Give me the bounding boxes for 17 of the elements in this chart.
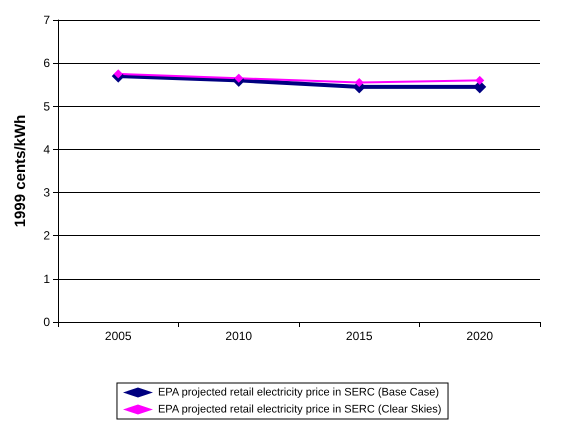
x-tick-label: 2020 xyxy=(466,329,494,343)
x-tick-label: 2005 xyxy=(104,329,132,343)
y-tick-label: 0 xyxy=(43,315,50,329)
point xyxy=(354,78,364,88)
y-tick-label: 6 xyxy=(43,56,50,70)
x-tick-label: 2015 xyxy=(346,329,373,343)
legend-label: EPA projected retail electricity price in SERC (Clear Skies) xyxy=(158,404,442,416)
x-tick-label: 2010 xyxy=(225,329,252,343)
point xyxy=(475,76,484,85)
y-tick-label: 3 xyxy=(43,186,50,200)
y-tick-label: 2 xyxy=(43,228,50,243)
y-tick-label: 4 xyxy=(43,142,50,156)
legend-label: EPA projected retail electricity price in SERC (Base Case) xyxy=(158,386,439,398)
y-tick-label: 7 xyxy=(43,13,50,27)
y-tick-label: 1 xyxy=(43,272,50,286)
y-axis-title: 1999 cents/kWh xyxy=(12,114,29,228)
y-tick-label: 5 xyxy=(43,99,50,114)
